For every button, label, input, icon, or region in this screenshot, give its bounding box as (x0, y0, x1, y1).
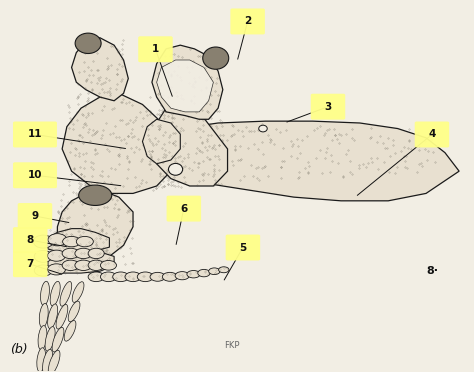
Text: 6: 6 (180, 203, 187, 214)
Ellipse shape (62, 248, 79, 259)
Polygon shape (72, 38, 128, 101)
FancyBboxPatch shape (13, 227, 47, 253)
Ellipse shape (56, 304, 68, 329)
Ellipse shape (175, 272, 189, 280)
Ellipse shape (187, 270, 200, 278)
Text: 7: 7 (27, 259, 34, 269)
FancyBboxPatch shape (311, 94, 345, 120)
Ellipse shape (150, 272, 165, 281)
Polygon shape (48, 229, 109, 253)
Polygon shape (152, 45, 223, 119)
Ellipse shape (33, 235, 53, 248)
Ellipse shape (45, 327, 55, 351)
Polygon shape (48, 251, 114, 273)
Ellipse shape (100, 272, 117, 282)
Ellipse shape (50, 281, 60, 306)
Ellipse shape (40, 281, 49, 305)
Ellipse shape (39, 304, 48, 328)
Polygon shape (156, 60, 213, 112)
Polygon shape (143, 119, 180, 164)
Ellipse shape (72, 282, 84, 302)
Text: (b): (b) (10, 343, 28, 356)
Ellipse shape (37, 348, 46, 372)
Ellipse shape (162, 272, 177, 281)
Text: 9: 9 (31, 211, 38, 221)
Ellipse shape (64, 321, 76, 341)
FancyBboxPatch shape (13, 162, 57, 188)
Ellipse shape (113, 272, 129, 282)
Ellipse shape (48, 350, 60, 372)
Ellipse shape (62, 260, 79, 270)
FancyBboxPatch shape (13, 251, 47, 277)
Text: 8: 8 (27, 235, 34, 245)
FancyBboxPatch shape (138, 36, 173, 62)
Polygon shape (152, 101, 228, 186)
Ellipse shape (88, 272, 104, 282)
Ellipse shape (48, 234, 67, 246)
Polygon shape (62, 93, 175, 193)
Ellipse shape (47, 264, 65, 275)
Ellipse shape (68, 301, 80, 322)
Ellipse shape (209, 268, 220, 275)
Text: 11: 11 (27, 129, 42, 140)
FancyBboxPatch shape (415, 122, 449, 147)
Text: 2: 2 (244, 16, 251, 26)
FancyBboxPatch shape (166, 196, 201, 222)
Ellipse shape (259, 125, 267, 132)
Polygon shape (143, 121, 459, 201)
Ellipse shape (198, 269, 210, 277)
FancyBboxPatch shape (226, 235, 260, 260)
Ellipse shape (88, 260, 104, 270)
Ellipse shape (88, 248, 104, 259)
FancyBboxPatch shape (230, 9, 265, 35)
Text: FKP: FKP (225, 341, 240, 350)
Polygon shape (57, 190, 133, 267)
Ellipse shape (168, 163, 182, 175)
Ellipse shape (52, 327, 64, 352)
Ellipse shape (219, 267, 229, 273)
Text: 8·: 8· (426, 266, 438, 276)
Ellipse shape (75, 248, 92, 259)
Text: 5: 5 (239, 243, 246, 253)
Ellipse shape (47, 250, 65, 261)
Ellipse shape (60, 282, 72, 306)
Text: 10: 10 (27, 170, 42, 180)
Ellipse shape (34, 250, 52, 262)
Text: 1: 1 (152, 44, 159, 54)
Ellipse shape (125, 272, 141, 282)
Ellipse shape (100, 260, 117, 270)
Ellipse shape (75, 260, 92, 270)
Text: 4: 4 (428, 129, 436, 140)
Ellipse shape (79, 185, 112, 205)
Ellipse shape (137, 272, 154, 282)
Ellipse shape (38, 326, 47, 350)
Ellipse shape (75, 33, 101, 54)
Text: 3: 3 (324, 102, 332, 112)
Ellipse shape (43, 349, 53, 372)
Ellipse shape (34, 265, 52, 276)
Ellipse shape (76, 236, 93, 247)
FancyBboxPatch shape (13, 122, 57, 147)
Ellipse shape (47, 304, 58, 328)
Ellipse shape (63, 236, 81, 247)
FancyBboxPatch shape (18, 203, 52, 229)
Ellipse shape (203, 47, 229, 69)
